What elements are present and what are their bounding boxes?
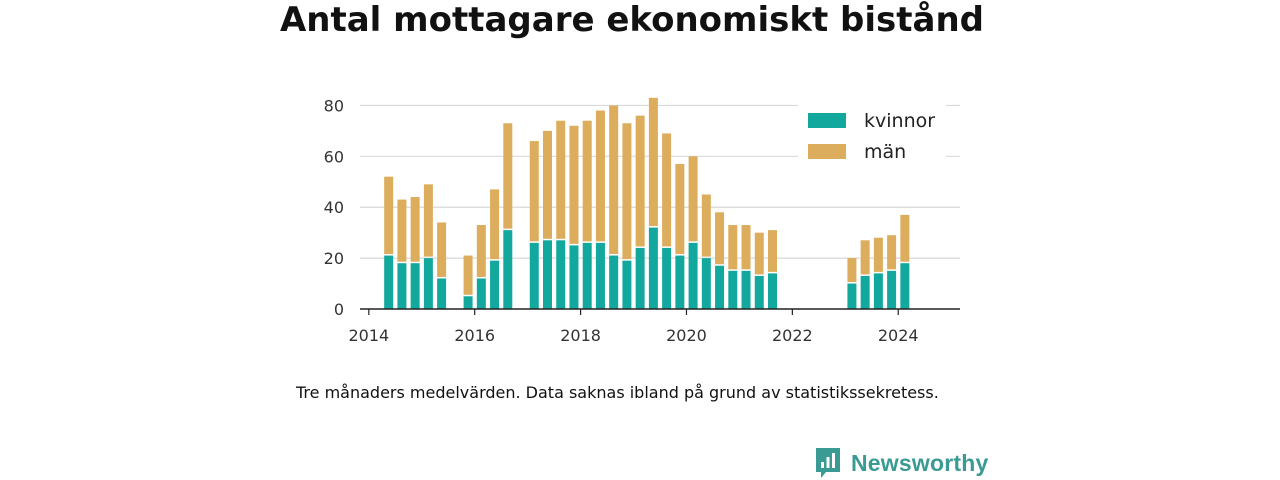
bar-man bbox=[529, 141, 539, 242]
bar-man bbox=[437, 222, 447, 277]
bar-kvinnor bbox=[503, 230, 513, 309]
x-tick-label: 2014 bbox=[348, 326, 389, 345]
bars bbox=[384, 97, 910, 309]
bar-man bbox=[384, 176, 394, 255]
y-axis: 0 20 40 60 80 bbox=[324, 96, 344, 319]
bar-kvinnor bbox=[860, 275, 870, 309]
bar-kvinnor bbox=[595, 242, 605, 309]
y-tick-label: 20 bbox=[324, 249, 344, 268]
bar-man bbox=[847, 258, 857, 283]
bar-kvinnor bbox=[688, 242, 698, 309]
legend-swatch-man bbox=[808, 144, 846, 159]
y-tick-label: 0 bbox=[334, 300, 344, 319]
bar-kvinnor bbox=[635, 247, 645, 309]
bar-kvinnor bbox=[384, 255, 394, 309]
bar-man bbox=[900, 214, 910, 262]
bar-man bbox=[635, 115, 645, 247]
bar-kvinnor bbox=[423, 258, 433, 309]
x-axis: 2014 2016 2018 2020 2022 2024 bbox=[348, 309, 919, 345]
bar-kvinnor bbox=[662, 247, 672, 309]
bar-kvinnor bbox=[397, 263, 407, 309]
bar-kvinnor bbox=[543, 240, 552, 309]
x-tick-label: 2024 bbox=[878, 326, 919, 345]
legend-label-man: män bbox=[864, 141, 906, 163]
bar-man bbox=[688, 156, 698, 242]
x-tick-label: 2018 bbox=[560, 326, 601, 345]
bar-man bbox=[569, 125, 579, 244]
bar-man bbox=[622, 123, 632, 260]
bar-kvinnor bbox=[556, 240, 566, 309]
bar-kvinnor bbox=[873, 273, 883, 309]
bar-man bbox=[728, 225, 738, 270]
bar-kvinnor bbox=[609, 255, 619, 309]
bar-kvinnor bbox=[768, 273, 777, 309]
bar-man bbox=[648, 97, 658, 227]
bar-kvinnor bbox=[529, 242, 539, 309]
bar-kvinnor bbox=[622, 260, 632, 309]
bar-man bbox=[675, 163, 685, 255]
bar-man bbox=[503, 123, 513, 229]
bar-kvinnor bbox=[648, 227, 658, 309]
bar-kvinnor bbox=[900, 263, 910, 309]
x-tick-label: 2020 bbox=[666, 326, 707, 345]
bar-man bbox=[543, 130, 552, 239]
bar-man bbox=[887, 235, 897, 270]
bar-man bbox=[490, 189, 500, 260]
bar-man bbox=[873, 237, 883, 272]
bar-kvinnor bbox=[754, 275, 764, 309]
y-tick-label: 60 bbox=[324, 147, 344, 166]
x-tick-label: 2022 bbox=[772, 326, 813, 345]
bar-man bbox=[662, 133, 672, 247]
bar-kvinnor bbox=[715, 265, 725, 309]
bar-kvinnor bbox=[463, 296, 473, 309]
bar-kvinnor bbox=[887, 270, 897, 309]
legend: kvinnor män bbox=[798, 104, 946, 170]
bar-kvinnor bbox=[476, 278, 486, 309]
bar-kvinnor bbox=[582, 242, 592, 309]
bar-kvinnor bbox=[410, 263, 420, 309]
brand-logo[interactable]: Newsworthy bbox=[814, 446, 988, 480]
bar-man bbox=[768, 230, 777, 272]
bar-man bbox=[463, 255, 473, 295]
legend-swatch-kvinnor bbox=[808, 113, 846, 128]
bar-kvinnor bbox=[569, 245, 579, 309]
bar-kvinnor bbox=[675, 255, 685, 309]
bar-man bbox=[476, 225, 486, 277]
bar-man bbox=[754, 232, 764, 275]
bar-man bbox=[741, 225, 751, 270]
bar-man bbox=[410, 197, 420, 262]
y-tick-label: 40 bbox=[324, 198, 344, 217]
bar-man bbox=[423, 184, 433, 257]
legend-label-kvinnor: kvinnor bbox=[864, 110, 935, 132]
chart-note: Tre månaders medelvärden. Data saknas ib… bbox=[296, 383, 939, 402]
brand-name: Newsworthy bbox=[851, 449, 989, 476]
bar-man bbox=[582, 120, 592, 242]
newsworthy-logo-icon bbox=[816, 448, 840, 478]
bar-man bbox=[860, 240, 870, 275]
bar-man bbox=[595, 110, 605, 242]
x-tick-label: 2016 bbox=[454, 326, 495, 345]
chart-title: Antal mottagare ekonomiskt bistånd bbox=[279, 0, 985, 40]
bar-kvinnor bbox=[847, 283, 857, 309]
bar-kvinnor bbox=[741, 270, 751, 309]
bar-man bbox=[701, 194, 711, 257]
bar-kvinnor bbox=[490, 260, 500, 309]
bar-man bbox=[715, 212, 725, 265]
bar-man bbox=[609, 105, 619, 255]
bar-man bbox=[397, 199, 407, 262]
bar-kvinnor bbox=[728, 270, 738, 309]
bar-kvinnor bbox=[701, 258, 711, 309]
bar-kvinnor bbox=[437, 278, 447, 309]
bar-man bbox=[556, 120, 566, 239]
y-tick-label: 80 bbox=[324, 96, 344, 115]
